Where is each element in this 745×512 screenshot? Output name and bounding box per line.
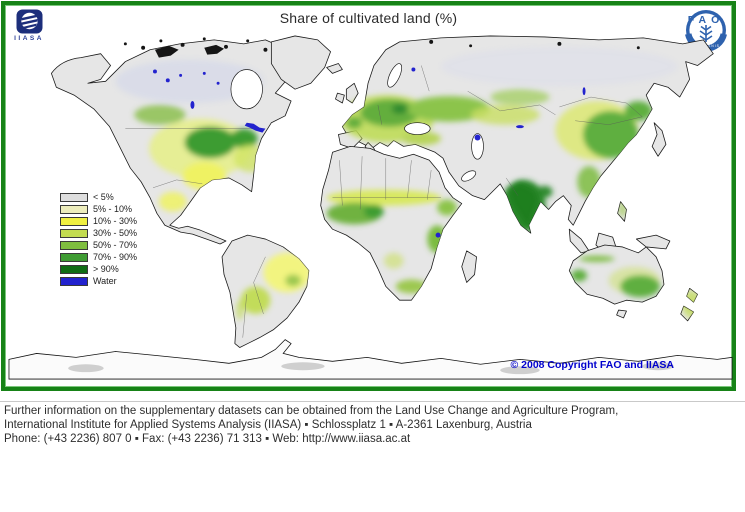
legend-swatch [60, 276, 88, 286]
antarctica [8, 339, 733, 380]
continent-africa [320, 145, 463, 301]
legend-item: 5% - 10% [60, 203, 137, 215]
map-title: Share of cultivated land (%) [279, 10, 458, 26]
fao-wheat-icon [699, 25, 713, 42]
iiasa-logo-text: IIASA [14, 35, 44, 42]
iceland [326, 63, 343, 74]
copyright-text: © 2008 Copyright FAO and IIASA [510, 359, 674, 371]
continent-eurasia [341, 35, 714, 234]
legend-label: < 5% [93, 192, 114, 202]
fao-logo-icon: FAO FIAT PANIS [685, 10, 727, 52]
legend-swatch [60, 204, 88, 214]
country-borders [125, 65, 643, 338]
divider-line [0, 401, 745, 402]
fao-logo: FAO FIAT PANIS [684, 8, 728, 52]
legend-label: 5% - 10% [93, 204, 133, 214]
map-legend: < 5% 5% - 10% 10% - 30% 30% - 50% 50% - … [60, 191, 137, 287]
black-sea [404, 122, 431, 135]
footer-line-2: International Institute for Applied Syst… [4, 419, 532, 431]
legend-item: > 90% [60, 263, 137, 275]
legend-swatch [60, 252, 88, 262]
legend-item: 30% - 50% [60, 227, 137, 239]
baltic-sea [387, 63, 403, 88]
footer-info: Further information on the supplementary… [4, 404, 618, 446]
tasmania [616, 309, 627, 319]
legend-label: Water [93, 276, 117, 286]
legend-swatch [60, 216, 88, 226]
british-isles [335, 82, 359, 104]
legend-item: < 5% [60, 191, 137, 203]
greenland [270, 35, 331, 90]
legend-swatch [60, 264, 88, 274]
japan [651, 122, 667, 157]
legend-item: Water [60, 275, 137, 287]
great-lakes [244, 122, 266, 133]
iiasa-logo-icon [16, 9, 42, 34]
legend-item: 10% - 30% [60, 215, 137, 227]
legend-label: > 90% [93, 264, 119, 274]
sumatra [568, 228, 590, 254]
legend-swatch [60, 240, 88, 250]
lakes [152, 67, 586, 238]
legend-swatch [60, 228, 88, 238]
legend-label: 50% - 70% [93, 240, 138, 250]
legend-label: 10% - 30% [93, 216, 138, 226]
lake-victoria [435, 232, 441, 238]
map-panel: Share of cultivated land (%) IIASA FAO [1, 1, 736, 391]
inland-seas [230, 63, 484, 182]
legend-label: 30% - 50% [93, 228, 138, 238]
cultivation-overlay [115, 46, 702, 320]
legend-swatch [60, 192, 88, 202]
new-guinea [635, 234, 671, 250]
legend-item: 50% - 70% [60, 239, 137, 251]
fao-logo-text: FAO [688, 14, 725, 26]
hudson-bay [230, 69, 263, 110]
footer-line-1: Further information on the supplementary… [4, 405, 619, 417]
iiasa-logo: IIASA [11, 9, 47, 42]
world-map [8, 35, 733, 380]
footer-line-3: Phone: (+43 2236) 807 0 ▪ Fax: (+43 2236… [4, 433, 411, 445]
arctic-islands [123, 37, 640, 58]
caspian-sea [471, 133, 484, 160]
madagascar [461, 250, 477, 283]
legend-item: 70% - 90% [60, 251, 137, 263]
persian-gulf [461, 170, 477, 182]
legend-label: 70% - 90% [93, 252, 138, 262]
